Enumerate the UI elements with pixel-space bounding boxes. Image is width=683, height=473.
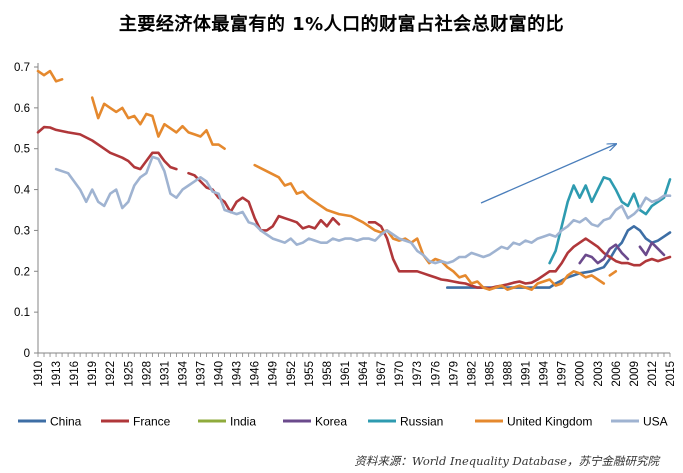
series-line-korea bbox=[578, 243, 630, 265]
x-tick-label: 2000 bbox=[575, 361, 587, 387]
upward-arrow bbox=[480, 144, 616, 204]
x-tick-label: 1922 bbox=[105, 361, 117, 387]
y-tick-label: 0.2 bbox=[14, 266, 30, 278]
legend-label-korea: Korea bbox=[315, 415, 347, 429]
legend: China France India Korea Russian United Kingd… bbox=[18, 415, 668, 429]
x-tick-label: 1943 bbox=[232, 361, 244, 387]
x-tick-label: 1967 bbox=[376, 361, 388, 387]
series-line-russian bbox=[548, 176, 672, 265]
x-tick-label: 1946 bbox=[250, 361, 262, 387]
legend-label-china: China bbox=[50, 415, 82, 429]
x-tick-label: 1979 bbox=[448, 361, 460, 387]
x-tick-label: 2006 bbox=[611, 361, 623, 387]
x-tick-label: 1982 bbox=[466, 361, 478, 387]
source-note: 资料来源：World Inequality Database，苏宁金融研究院 bbox=[354, 454, 659, 468]
x-tick-label: 1937 bbox=[196, 361, 208, 387]
y-tick-label: 0.1 bbox=[14, 307, 30, 319]
series-line-korea bbox=[638, 241, 666, 257]
y-tick-label: 0.7 bbox=[14, 62, 30, 74]
x-tick-label: 1931 bbox=[159, 361, 171, 387]
x-tick-label: 1910 bbox=[33, 361, 45, 387]
x-tick-label: 1988 bbox=[502, 361, 514, 387]
y-tick-label: 0.6 bbox=[14, 103, 30, 115]
x-tick-label: 1991 bbox=[521, 361, 533, 387]
series-line-usa bbox=[54, 155, 672, 265]
x-tick-label: 1919 bbox=[87, 361, 99, 387]
x-tick-label: 1964 bbox=[358, 360, 370, 386]
series-line-united-kingdom bbox=[253, 163, 606, 292]
x-tick-label: 1925 bbox=[123, 361, 135, 387]
x-tick-label: 1913 bbox=[51, 361, 63, 387]
series-line-france bbox=[36, 125, 178, 171]
legend-label-usa: USA bbox=[643, 415, 668, 429]
y-tick-label: 0.4 bbox=[14, 185, 31, 197]
legend-label-russian: Russian bbox=[400, 415, 443, 429]
legend-label-india: India bbox=[230, 415, 256, 429]
x-tick-label: 1949 bbox=[268, 361, 280, 387]
x-tick-label: 1973 bbox=[412, 361, 424, 387]
x-tick-label: 2015 bbox=[665, 361, 677, 387]
x-tick-label: 1928 bbox=[141, 361, 153, 387]
series-line-france bbox=[367, 221, 672, 290]
x-tick-label: 1985 bbox=[484, 361, 496, 387]
x-tick-label: 1976 bbox=[430, 361, 442, 387]
y-tick-label: 0.3 bbox=[14, 225, 30, 237]
x-tick-label: 2012 bbox=[647, 361, 659, 387]
x-tick-label: 2009 bbox=[629, 361, 641, 387]
annotations bbox=[480, 144, 616, 204]
y-tick-label: 0 bbox=[24, 348, 30, 360]
legend-label-france: France bbox=[133, 415, 171, 429]
legend-label-united-kingdom: United Kingdom bbox=[507, 415, 592, 429]
x-tick-label: 1970 bbox=[394, 361, 406, 387]
series-line-united-kingdom bbox=[608, 269, 618, 277]
series-line-united-kingdom bbox=[90, 96, 226, 150]
x-tick-label: 1934 bbox=[177, 360, 189, 386]
chart-title: 主要经济体最富有的 1%人口的财富占社会总财富的比 bbox=[118, 14, 565, 35]
axes: 0 0.1 0.2 0.3 0.4 0.5 0.6 0.7 1910 1913 1916 1919 19… bbox=[14, 62, 677, 387]
x-tick-label: 1997 bbox=[557, 361, 569, 387]
x-tick-label: 1994 bbox=[539, 360, 551, 386]
x-tick-label: 1955 bbox=[304, 361, 316, 387]
x-tick-label: 1916 bbox=[69, 361, 81, 387]
y-tick-label: 0.5 bbox=[14, 144, 30, 156]
x-tick-label: 1958 bbox=[322, 361, 334, 387]
x-tick-label: 1940 bbox=[214, 361, 226, 387]
series-line-united-kingdom bbox=[36, 69, 64, 83]
x-tick-label: 2003 bbox=[593, 361, 605, 387]
x-tick-label: 1952 bbox=[286, 361, 298, 387]
x-tick-label: 1961 bbox=[340, 361, 352, 387]
series-lines bbox=[36, 69, 672, 292]
